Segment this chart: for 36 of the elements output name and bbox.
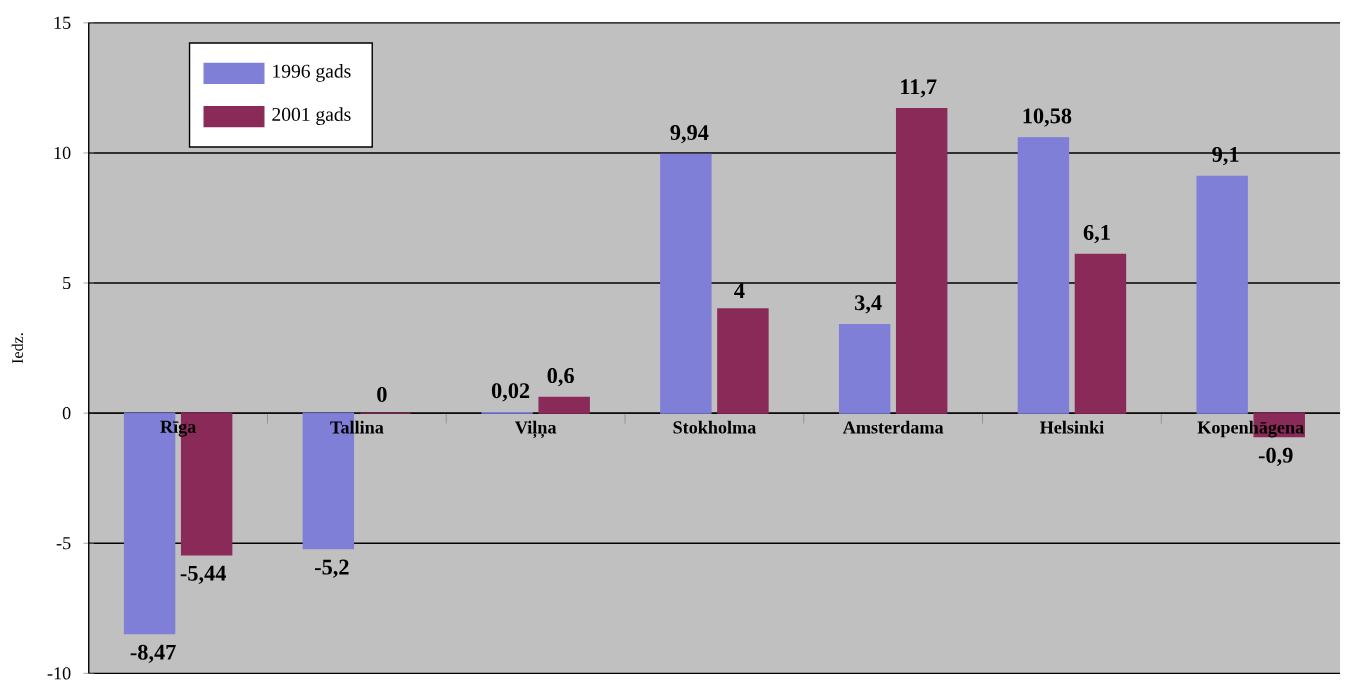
y-tick-label: -10 [47, 667, 71, 680]
x-tick-label: Amsterdama [842, 420, 944, 434]
legend-label: 1996 gads [273, 63, 351, 82]
data-label: 9,94 [670, 125, 709, 144]
bar [838, 323, 891, 414]
bar [1074, 253, 1127, 414]
bar [895, 107, 948, 414]
data-label: 0 [377, 386, 387, 402]
bar [660, 153, 712, 414]
legend-label: 2001 gads [272, 107, 351, 125]
data-label: 0,02 [491, 383, 530, 402]
x-tick-label: Tallina [330, 420, 384, 434]
bar [717, 308, 769, 414]
x-tick-label: Helsinki [1039, 420, 1104, 434]
data-label: 4 [734, 283, 745, 298]
data-label: 0,6 [547, 368, 574, 387]
bar [1196, 175, 1248, 414]
x-tick-label: Rīga [160, 420, 197, 437]
y-tick-label: 15 [54, 16, 71, 29]
data-label: -5,2 [315, 559, 349, 578]
data-label: 3,4 [855, 295, 882, 314]
y-tick-label: 0 [62, 406, 71, 420]
data-label: -0,9 [1258, 447, 1293, 466]
x-tick-label: Viļņa [515, 420, 557, 439]
y-tick-label: 10 [54, 146, 71, 160]
data-label: 10,58 [1023, 108, 1072, 127]
x-tick-label: Stokholma [673, 420, 756, 434]
y-axis-title: Iedz. [11, 333, 24, 364]
data-label: -8,47 [130, 644, 176, 663]
data-label: 6,1 [1083, 224, 1110, 244]
bar [1017, 137, 1070, 414]
y-tick-label: 5 [63, 276, 71, 290]
data-label: 11,7 [901, 79, 937, 98]
y-tick-label: -5 [56, 537, 71, 550]
bar [538, 396, 590, 414]
data-label: -5,44 [180, 565, 226, 584]
